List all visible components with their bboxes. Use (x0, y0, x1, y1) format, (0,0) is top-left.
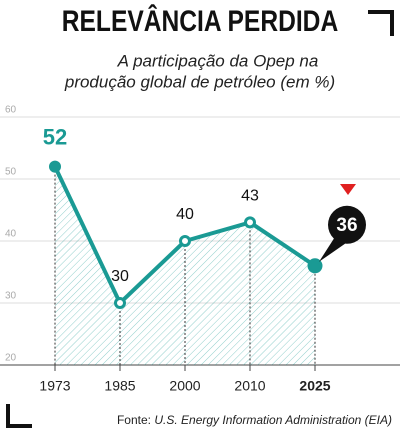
corner-mark (6, 404, 32, 428)
point (179, 235, 191, 247)
y-tick-label: 20 (5, 353, 17, 364)
point (307, 258, 323, 274)
data-label: 52 (43, 124, 67, 149)
chart-title: RELEVÂNCIA PERDIDA (62, 4, 339, 38)
corner-mark (368, 10, 394, 36)
x-tick-label: 2010 (234, 378, 265, 394)
subtitle: A participação da Opep na (117, 51, 319, 70)
x-tick-label: 1973 (39, 378, 70, 394)
data-label: 43 (241, 188, 259, 205)
source-text: U.S. Energy Information Administration (… (154, 413, 392, 427)
point (244, 216, 256, 229)
y-tick-label: 30 (5, 291, 17, 302)
source-label: Fonte: (117, 413, 151, 427)
x-tick-label: 2000 (169, 378, 200, 394)
y-tick-label: 40 (5, 229, 17, 240)
bubble (328, 205, 366, 244)
source: Fonte: U.S. Energy Information Administr… (117, 413, 392, 427)
marker-triangle (340, 184, 356, 195)
y-tick-label: 50 (5, 167, 17, 178)
point (49, 160, 61, 173)
data-label: 36 (336, 215, 357, 236)
data-label: 40 (176, 206, 194, 223)
x-tick-label: 1985 (104, 378, 135, 394)
y-tick-label: 60 (5, 105, 17, 116)
data-label: 30 (111, 268, 129, 285)
point (114, 297, 126, 309)
subtitle: produção global de petróleo (em %) (64, 72, 335, 91)
x-tick-label: 2025 (299, 378, 330, 394)
